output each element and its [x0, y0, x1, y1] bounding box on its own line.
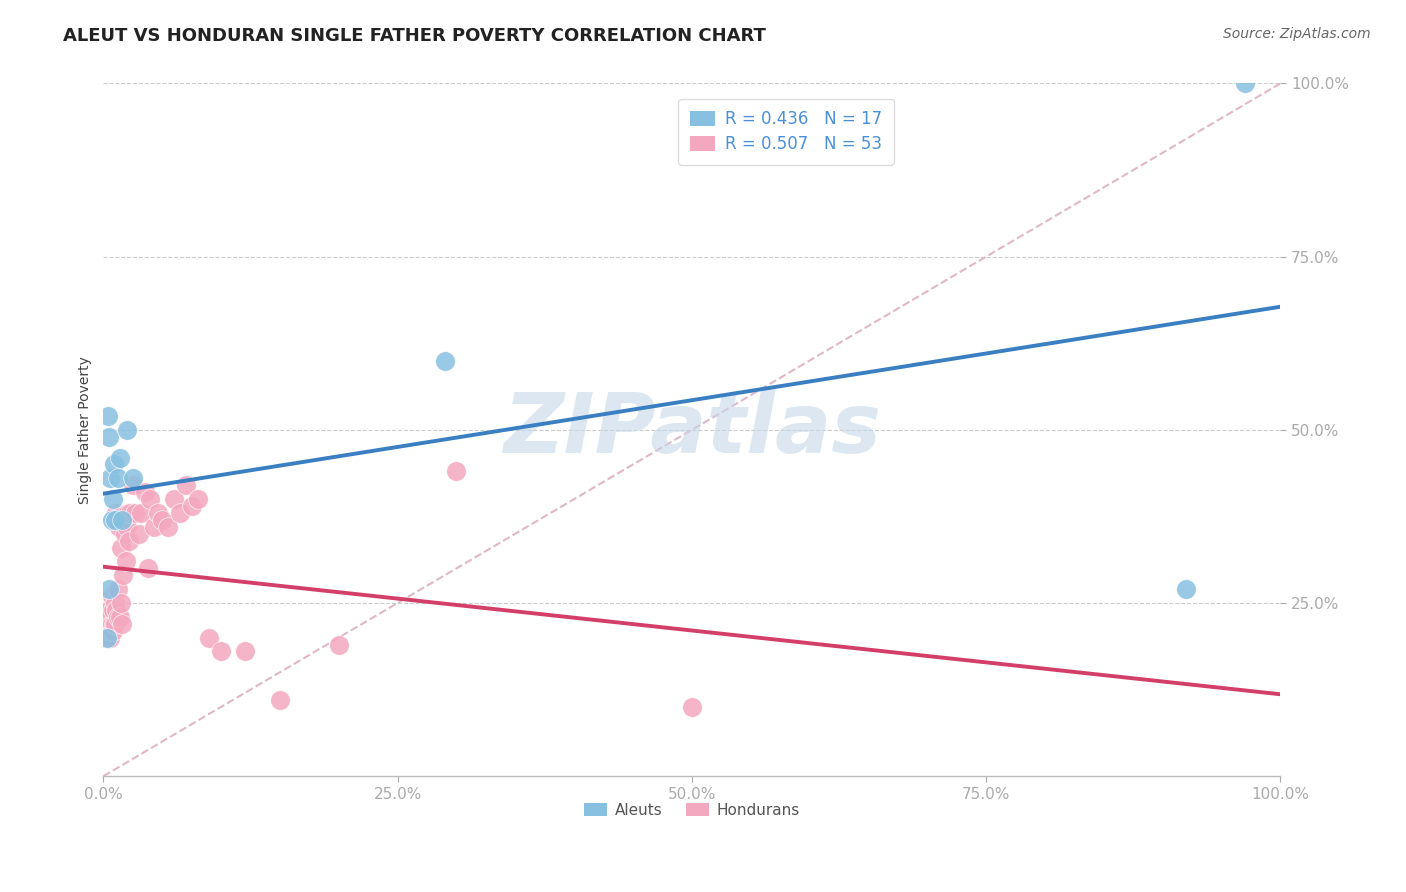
Point: [446, 464, 468, 478]
Point: [96, 624, 118, 638]
Point: [104, 596, 127, 610]
Point: [111, 616, 134, 631]
Point: [198, 631, 221, 645]
Point: [107, 520, 129, 534]
Point: [115, 423, 138, 437]
Point: [157, 520, 180, 534]
Point: [129, 506, 152, 520]
Legend: Aleuts, Hondurans: Aleuts, Hondurans: [578, 797, 806, 824]
Y-axis label: Single Father Poverty: Single Father Poverty: [79, 356, 93, 504]
Point: [100, 513, 122, 527]
Point: [104, 616, 127, 631]
Point: [114, 554, 136, 568]
Point: [169, 506, 191, 520]
Point: [120, 506, 142, 520]
Point: [98, 582, 121, 596]
Point: [139, 492, 162, 507]
Point: [150, 513, 173, 527]
Point: [180, 499, 202, 513]
Point: [100, 471, 122, 485]
Point: [98, 603, 121, 617]
Point: [97, 610, 120, 624]
Point: [107, 582, 129, 596]
Point: [209, 644, 232, 658]
Point: [1175, 582, 1198, 596]
Point: [96, 631, 118, 645]
Point: [98, 616, 121, 631]
Point: [105, 603, 128, 617]
Point: [110, 596, 132, 610]
Point: [98, 430, 121, 444]
Point: [117, 506, 139, 520]
Text: ALEUT VS HONDURAN SINGLE FATHER POVERTY CORRELATION CHART: ALEUT VS HONDURAN SINGLE FATHER POVERTY …: [63, 27, 766, 45]
Point: [1234, 77, 1257, 91]
Point: [101, 624, 124, 638]
Point: [100, 631, 122, 645]
Point: [163, 492, 186, 507]
Point: [115, 520, 138, 534]
Point: [233, 644, 256, 658]
Point: [103, 616, 125, 631]
Point: [100, 589, 122, 603]
Point: [101, 603, 124, 617]
Point: [114, 526, 136, 541]
Point: [128, 526, 150, 541]
Point: [105, 506, 128, 520]
Point: [121, 471, 143, 485]
Point: [97, 409, 120, 423]
Point: [108, 450, 131, 465]
Point: [110, 541, 132, 555]
Point: [124, 506, 146, 520]
Point: [108, 610, 131, 624]
Point: [107, 471, 129, 485]
Point: [100, 624, 122, 638]
Point: [174, 478, 197, 492]
Point: [146, 506, 169, 520]
Text: ZIPatlas: ZIPatlas: [503, 389, 880, 470]
Point: [101, 492, 124, 507]
Point: [433, 353, 456, 368]
Point: [100, 616, 122, 631]
Point: [107, 610, 129, 624]
Point: [121, 478, 143, 492]
Point: [98, 631, 121, 645]
Point: [134, 485, 156, 500]
Point: [103, 458, 125, 472]
Point: [112, 568, 135, 582]
Point: [118, 533, 141, 548]
Point: [328, 638, 350, 652]
Point: [104, 513, 127, 527]
Point: [136, 561, 159, 575]
Text: Source: ZipAtlas.com: Source: ZipAtlas.com: [1223, 27, 1371, 41]
Point: [681, 699, 703, 714]
Point: [269, 693, 291, 707]
Point: [111, 513, 134, 527]
Point: [186, 492, 208, 507]
Point: [143, 520, 166, 534]
